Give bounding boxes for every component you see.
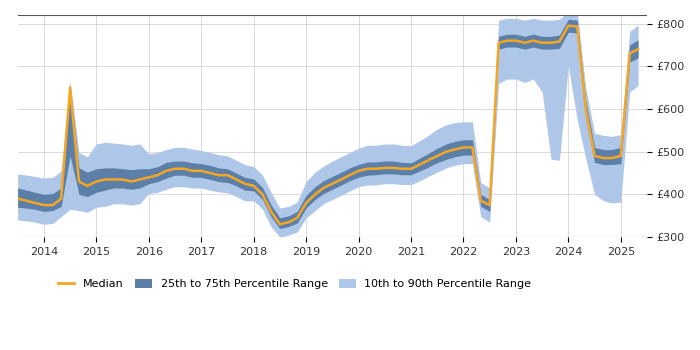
Legend: Median, 25th to 75th Percentile Range, 10th to 90th Percentile Range: Median, 25th to 75th Percentile Range, 1… [53,275,536,294]
